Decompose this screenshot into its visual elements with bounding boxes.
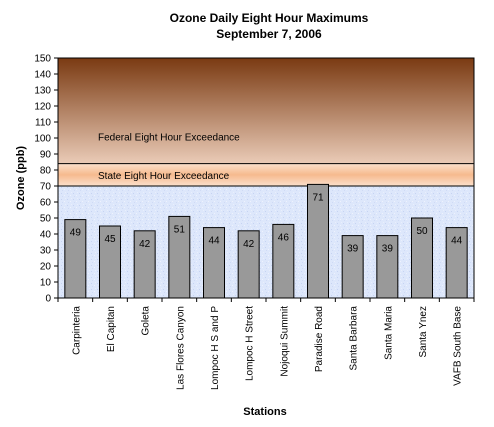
chart-subtitle: September 7, 2006 [216, 27, 322, 41]
y-tick-label: 20 [40, 262, 52, 273]
y-tick-label: 140 [34, 70, 51, 81]
state-exceedance-band [58, 163, 474, 186]
y-tick-label: 10 [40, 278, 52, 289]
data-label-5: 42 [243, 239, 255, 250]
y-tick-label: 40 [40, 230, 52, 241]
data-label-2: 42 [139, 239, 151, 250]
bar-3 [168, 215, 191, 299]
bar-7 [307, 183, 329, 299]
y-tick-label: 30 [40, 246, 52, 257]
y-tick-label: 150 [34, 54, 51, 65]
y-tick-label: 80 [40, 166, 52, 177]
x-tick-label-4: Lompoc H S and P [210, 306, 221, 390]
data-label-10: 50 [416, 226, 428, 237]
x-tick-label-7: Paradise Road [314, 306, 325, 372]
data-label-6: 46 [278, 232, 290, 243]
bar-8 [341, 235, 364, 299]
y-tick-label: 120 [34, 102, 51, 113]
bar-1 [99, 225, 121, 299]
x-tick-label-10: Santa Ynez [418, 306, 429, 358]
data-label-9: 39 [382, 244, 394, 255]
data-label-3: 51 [174, 224, 186, 235]
bar-10 [411, 217, 433, 299]
x-axis-label: Stations [243, 406, 286, 418]
data-label-0: 49 [70, 228, 82, 239]
x-tick-label-1: El Capitan [106, 306, 117, 352]
x-tick-label-11: VAFB South Base [453, 306, 464, 386]
x-tick-label-8: Santa Barbara [349, 306, 360, 371]
y-tick-label: 130 [34, 86, 51, 97]
federal-band-label: Federal Eight Hour Exceedance [98, 132, 240, 143]
chart-title: Ozone Daily Eight Hour Maximums [170, 11, 369, 25]
y-tick-label: 70 [40, 182, 52, 193]
state-band-label: State Eight Hour Exceedance [98, 171, 230, 182]
bar-9 [376, 235, 399, 299]
bar-6 [272, 223, 295, 299]
bar-2 [133, 230, 156, 299]
data-label-11: 44 [451, 236, 463, 247]
bar-5 [237, 230, 260, 299]
data-label-8: 39 [347, 244, 359, 255]
plot-background [58, 186, 474, 298]
x-tick-label-2: Goleta [141, 306, 152, 336]
bar-11 [445, 227, 468, 299]
y-tick-label: 90 [40, 150, 52, 161]
bar-0 [64, 219, 87, 299]
x-tick-label-3: Las Flores Canyon [175, 306, 186, 390]
x-tick-label-9: Santa Maria [383, 306, 394, 360]
y-tick-label: 110 [35, 118, 51, 129]
data-label-1: 45 [104, 234, 116, 245]
data-label-7: 71 [312, 192, 324, 203]
y-tick-label: 60 [40, 198, 52, 209]
y-tick-label: 100 [34, 134, 51, 145]
y-tick-label: 0 [45, 294, 51, 305]
x-tick-label-0: Carpinteria [71, 306, 82, 355]
x-tick-label-6: Nojoqui Summit [279, 306, 290, 377]
x-tick-label-5: Lompoc H Street [245, 306, 256, 381]
y-axis-label: Ozone (ppb) [15, 146, 27, 210]
data-label-4: 44 [208, 236, 220, 247]
bar-4 [203, 227, 225, 299]
federal-exceedance-band [58, 58, 474, 164]
y-tick-label: 50 [40, 214, 52, 225]
